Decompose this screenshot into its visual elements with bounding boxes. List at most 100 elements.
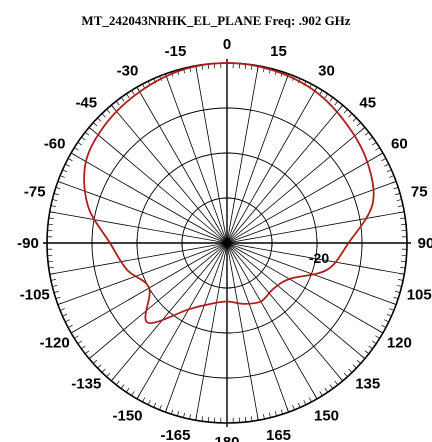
grid-spoke — [136, 242, 228, 400]
grid-spoke — [70, 152, 228, 244]
outer-tick — [329, 384, 334, 389]
outer-tick — [131, 391, 135, 396]
outer-tick — [70, 330, 76, 334]
outer-tick — [334, 380, 339, 386]
grid-spoke — [226, 104, 344, 244]
outer-tick — [52, 284, 58, 287]
outer-tick — [81, 136, 86, 141]
outer-tick — [70, 152, 76, 156]
grid-spoke — [226, 73, 289, 244]
grid-spoke — [49, 242, 228, 275]
grid-spoke — [226, 242, 384, 334]
outer-tick — [67, 324, 73, 328]
outer-tick — [48, 217, 54, 219]
outer-tick — [97, 364, 102, 369]
angle-label: 0 — [223, 36, 231, 53]
outer-tick — [106, 372, 111, 378]
outer-tick — [308, 397, 312, 403]
angle-label: -120 — [40, 335, 70, 352]
grid-spoke — [165, 73, 228, 244]
outer-tick — [386, 169, 392, 173]
grid-spoke — [226, 242, 397, 305]
outer-tick — [120, 384, 125, 389]
angle-label: 120 — [387, 335, 412, 352]
angle-label: 150 — [314, 407, 339, 424]
outer-tick — [319, 391, 323, 396]
outer-tick — [142, 397, 146, 403]
outer-tick — [53, 193, 59, 196]
outer-tick — [274, 411, 277, 417]
outer-tick — [356, 122, 362, 127]
outer-tick — [378, 152, 384, 156]
outer-tick — [48, 267, 54, 269]
outer-tick — [92, 122, 98, 127]
outer-tick — [201, 416, 203, 422]
outer-tick — [59, 308, 65, 311]
outer-tick — [352, 364, 357, 369]
grid-spoke — [136, 86, 228, 244]
angle-label: -165 — [160, 427, 190, 442]
grid-spoke — [226, 242, 318, 400]
outer-tick — [77, 340, 83, 344]
grid-spoke — [57, 242, 228, 305]
outer-tick — [59, 175, 65, 178]
outer-tick — [268, 412, 271, 418]
angle-label: -75 — [24, 183, 46, 200]
outer-tick — [251, 416, 253, 422]
grid-spoke — [226, 242, 405, 275]
outer-tick — [364, 131, 370, 136]
outer-tick — [386, 313, 392, 317]
pattern-curve — [83, 62, 375, 324]
outer-tick — [183, 412, 186, 418]
outer-tick — [393, 187, 399, 190]
outer-tick — [393, 296, 399, 299]
grid-spoke — [57, 181, 228, 244]
outer-tick — [111, 376, 115, 382]
grid-spoke — [226, 242, 366, 360]
center-point — [224, 240, 230, 246]
outer-tick — [398, 279, 404, 281]
angle-label: 135 — [355, 376, 380, 393]
outer-tick — [381, 324, 387, 328]
grid-spoke — [165, 242, 228, 413]
outer-tick — [381, 158, 387, 162]
outer-tick — [303, 400, 307, 405]
grid-spoke — [226, 211, 405, 244]
angle-label: 30 — [318, 63, 335, 80]
outer-tick — [324, 93, 328, 99]
outer-tick — [147, 400, 151, 405]
outer-tick — [49, 273, 55, 275]
outer-tick — [101, 113, 106, 118]
outer-tick — [47, 260, 53, 263]
outer-tick — [153, 402, 157, 408]
outer-tick — [389, 308, 395, 311]
grid-spoke — [110, 242, 228, 382]
outer-tick — [136, 394, 140, 400]
outer-tick — [165, 407, 168, 413]
outer-tick — [62, 313, 68, 317]
angle-label: 90 — [418, 235, 432, 252]
outer-tick — [49, 211, 55, 213]
outer-tick — [195, 415, 197, 421]
grid-spoke — [226, 242, 259, 421]
outer-tick — [207, 417, 210, 423]
angle-label: 105 — [407, 287, 432, 304]
outer-tick — [50, 205, 56, 207]
grid-spoke — [226, 126, 366, 244]
outer-tick — [52, 199, 58, 202]
outer-tick — [384, 319, 389, 323]
radial-tick-label: -20 — [309, 250, 329, 266]
outer-tick — [159, 405, 162, 411]
outer-tick — [84, 131, 90, 136]
outer-tick — [115, 100, 120, 106]
outer-tick — [324, 387, 328, 393]
outer-tick — [101, 368, 106, 373]
angle-label: -105 — [20, 287, 50, 304]
outer-tick — [339, 104, 343, 110]
outer-tick — [348, 113, 353, 118]
outer-tick — [375, 335, 380, 339]
outer-tick — [368, 345, 373, 350]
outer-tick — [74, 335, 79, 339]
grid-spoke — [88, 242, 228, 360]
outer-tick — [53, 290, 59, 293]
